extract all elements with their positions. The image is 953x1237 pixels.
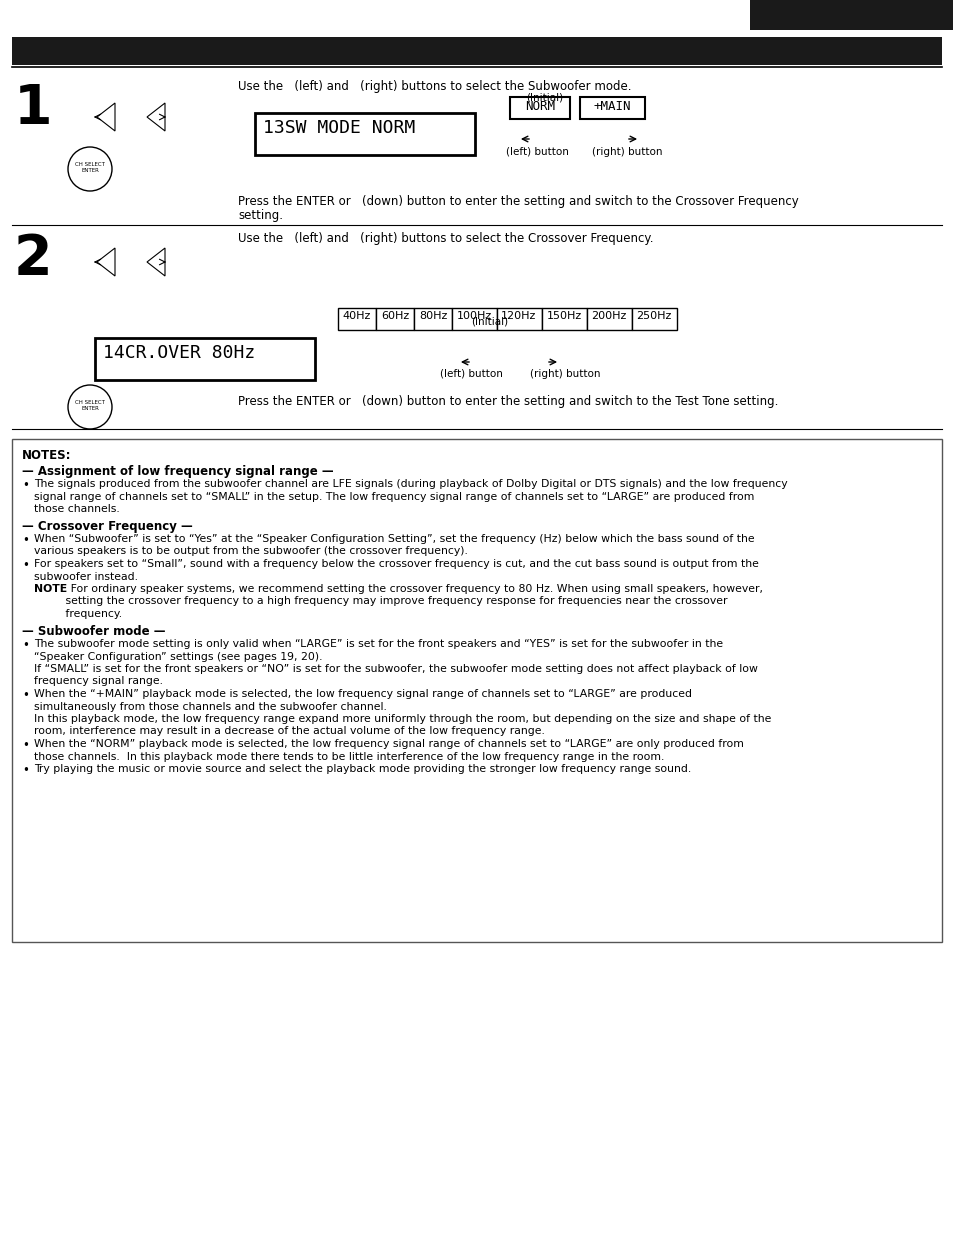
Polygon shape [97,103,115,131]
Text: NOTE: NOTE [34,584,67,594]
Bar [254,113,475,155]
Text: (Initial): (Initial) [471,317,508,327]
Circle shape [68,385,112,429]
Text: those channels.  In this playback mode there tends to be little interference of : those channels. In this playback mode th… [34,752,663,762]
Text: (left) button: (left) button [439,369,502,379]
Text: room, interference may result in a decrease of the actual volume of the low freq: room, interference may result in a decre… [34,726,544,736]
Text: If “SMALL” is set for the front speakers or “NO” is set for the subwoofer, the s: If “SMALL” is set for the front speakers… [34,664,757,674]
Bar [497,308,541,330]
Polygon shape [147,247,165,276]
Text: •: • [22,689,29,703]
Bar [631,308,677,330]
Polygon shape [147,103,165,131]
Text: 80Hz: 80Hz [418,310,447,320]
Text: — Crossover Frequency —: — Crossover Frequency — [22,520,193,533]
Text: Setting the Subwoofer mode and Crossover Frequency: Setting the Subwoofer mode and Crossover… [20,42,403,54]
Text: CH SELECT
ENTER: CH SELECT ENTER [75,162,105,173]
Text: 13SW MODE NORM: 13SW MODE NORM [263,119,415,137]
Text: frequency.: frequency. [34,609,122,618]
Text: (Initial): (Initial) [526,92,563,101]
Text: (right) button: (right) button [592,147,661,157]
Text: frequency signal range.: frequency signal range. [34,677,163,687]
Text: •: • [22,764,29,777]
Bar [12,439,941,943]
Text: When the “+MAIN” playback mode is selected, the low frequency signal range of ch: When the “+MAIN” playback mode is select… [34,689,691,699]
Text: Try playing the music or movie source and select the playback mode providing the: Try playing the music or movie source an… [34,764,691,774]
Text: 150Hz: 150Hz [546,310,581,320]
Text: NOTES:: NOTES: [22,449,71,461]
Text: CH SELECT
ENTER: CH SELECT ENTER [75,400,105,411]
Bar [452,308,497,330]
Text: 100Hz: 100Hz [456,310,491,320]
Text: setting.: setting. [237,209,283,221]
Text: •: • [22,479,29,492]
Text: (right) button: (right) button [530,369,599,379]
Text: Press the ENTER or   (down) button to enter the setting and switch to the Test T: Press the ENTER or (down) button to ente… [237,395,778,408]
Text: For speakers set to “Small”, sound with a frequency below the crossover frequenc: For speakers set to “Small”, sound with … [34,559,758,569]
Text: Use the   (left) and   (right) buttons to select the Crossover Frequency.: Use the (left) and (right) buttons to se… [237,233,653,245]
Text: NORM: NORM [524,100,555,113]
Circle shape [68,147,112,190]
Text: — Subwoofer mode —: — Subwoofer mode — [22,625,165,638]
Text: •: • [22,559,29,571]
Text: Use the   (left) and   (right) buttons to select the Subwoofer mode.: Use the (left) and (right) buttons to se… [237,80,631,93]
Text: 250Hz: 250Hz [636,310,671,320]
Bar [541,308,586,330]
Text: (left) button: (left) button [505,147,568,157]
Text: ENGLISH: ENGLISH [819,7,887,22]
Text: When “Subwoofer” is set to “Yes” at the “Speaker Configuration Setting”, set the: When “Subwoofer” is set to “Yes” at the … [34,534,754,544]
Text: setting the crossover frequency to a high frequency may improve frequency respon: setting the crossover frequency to a hig… [34,596,727,606]
Text: those channels.: those channels. [34,503,120,515]
Bar [414,308,452,330]
Text: 1: 1 [14,82,52,136]
Bar [375,308,414,330]
Text: 120Hz: 120Hz [500,310,537,320]
Bar [510,96,569,119]
Text: subwoofer instead.: subwoofer instead. [34,571,138,581]
Polygon shape [97,247,115,276]
Bar [12,37,941,66]
Text: 60Hz: 60Hz [380,310,409,320]
Bar [579,96,644,119]
Text: signal range of channels set to “SMALL” in the setup. The low frequency signal r: signal range of channels set to “SMALL” … [34,491,754,501]
Text: 2: 2 [14,233,52,286]
Text: +MAIN: +MAIN [593,100,630,113]
Text: simultaneously from those channels and the subwoofer channel.: simultaneously from those channels and t… [34,701,387,711]
Text: 200Hz: 200Hz [591,310,626,320]
Text: •: • [22,534,29,547]
Text: :  For ordinary speaker systems, we recommend setting the crossover frequency to: : For ordinary speaker systems, we recom… [60,584,762,594]
Bar [586,308,631,330]
Text: When the “NORM” playback mode is selected, the low frequency signal range of cha: When the “NORM” playback mode is selecte… [34,738,743,748]
Text: The signals produced from the subwoofer channel are LFE signals (during playback: The signals produced from the subwoofer … [34,479,787,489]
Bar [337,308,375,330]
Text: •: • [22,738,29,752]
Text: In this playback mode, the low frequency range expand more uniformly through the: In this playback mode, the low frequency… [34,714,771,724]
Text: “Speaker Configuration” settings (see pages 19, 20).: “Speaker Configuration” settings (see pa… [34,652,322,662]
Text: various speakers is to be output from the subwoofer (the crossover frequency).: various speakers is to be output from th… [34,547,467,557]
Bar [749,0,953,30]
Text: — Assignment of low frequency signal range —: — Assignment of low frequency signal ran… [22,465,334,477]
Text: Press the ENTER or   (down) button to enter the setting and switch to the Crosso: Press the ENTER or (down) button to ente… [237,195,798,208]
Text: •: • [22,640,29,652]
Text: 40Hz: 40Hz [342,310,371,320]
Text: The subwoofer mode setting is only valid when “LARGE” is set for the front speak: The subwoofer mode setting is only valid… [34,640,722,649]
Bar [95,338,314,380]
Text: 14CR.OVER 80Hz: 14CR.OVER 80Hz [103,344,255,362]
